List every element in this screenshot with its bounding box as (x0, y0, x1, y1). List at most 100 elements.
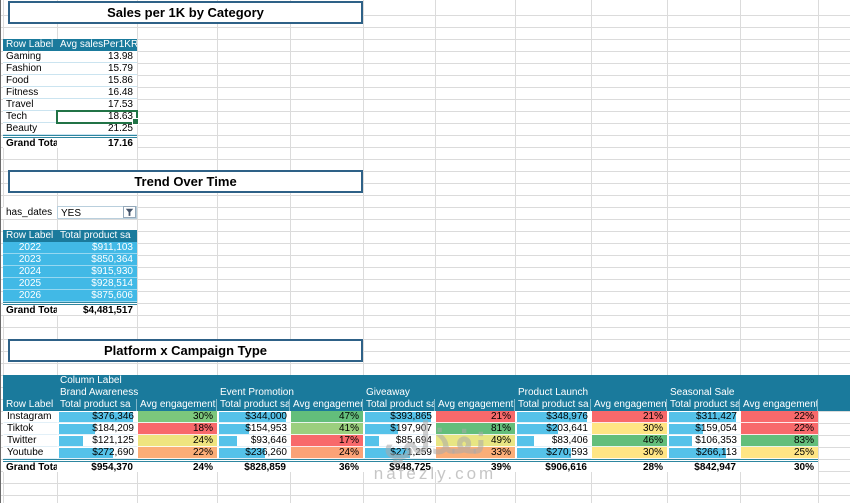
t3-grand-total-label[interactable]: Grand Total (3, 459, 57, 472)
t3-avg-cell[interactable]: 41% (290, 423, 363, 435)
t1-row-label[interactable]: Tech (3, 111, 57, 123)
t3-grand-total-value[interactable]: $954,370 (57, 459, 137, 472)
t3-total-cell[interactable]: $271,259 (363, 447, 435, 459)
t2-grand-total-label[interactable]: Grand Total (3, 302, 57, 315)
t3-grand-total-value[interactable]: $906,616 (515, 459, 591, 472)
t3-grand-total-value[interactable]: $828,859 (217, 459, 290, 472)
t3-total-cell[interactable]: $83,406 (515, 435, 591, 447)
t3-total-cell[interactable]: $270,593 (515, 447, 591, 459)
t1-row-label[interactable]: Fashion (3, 63, 57, 75)
t3-avg-header[interactable]: Avg engagement ra (740, 399, 818, 411)
t2-year-value[interactable]: $850,364 (57, 254, 137, 266)
t3-avg-cell[interactable]: 47% (290, 411, 363, 423)
t3-total-cell[interactable]: $236,260 (217, 447, 290, 459)
t3-grand-total-value[interactable]: $948,725 (363, 459, 435, 472)
t3-total-cell[interactable]: $121,125 (57, 435, 137, 447)
t2-year-cell[interactable]: 2022 (3, 242, 57, 254)
t1-row-label[interactable]: Food (3, 75, 57, 87)
t3-avg-cell[interactable]: 21% (435, 411, 515, 423)
t3-total-cell[interactable]: $393,865 (363, 411, 435, 423)
selected-cell-outline[interactable] (56, 110, 139, 125)
t3-total-cell[interactable]: $93,646 (217, 435, 290, 447)
t3-avg-cell[interactable]: 81% (435, 423, 515, 435)
t3-platform-label[interactable]: Instagram (3, 411, 57, 423)
t2-year-value[interactable]: $911,103 (57, 242, 137, 254)
t3-total-cell[interactable]: $344,000 (217, 411, 290, 423)
t1-row-label[interactable]: Travel (3, 99, 57, 111)
t3-avg-cell[interactable]: 24% (290, 447, 363, 459)
filter-funnel-button[interactable] (123, 206, 136, 218)
t3-total-cell[interactable]: $197,907 (363, 423, 435, 435)
t1-row-label[interactable]: Beauty (3, 123, 57, 135)
t3-grand-total-avg[interactable]: 36% (290, 459, 363, 472)
t3-row-label-header[interactable]: Row Label▼ (6, 399, 54, 410)
t3-total-header[interactable]: Total product sa (57, 399, 137, 411)
t3-avg-cell[interactable]: 24% (137, 435, 217, 447)
t3-avg-header[interactable]: Avg engagement r. (435, 399, 515, 411)
t1-grand-total-label[interactable]: Grand Total (3, 135, 57, 148)
t3-total-header[interactable]: Total product sa (217, 399, 290, 411)
t1-row-label-header[interactable]: Row Label▼ (3, 39, 57, 51)
t3-total-cell[interactable]: $272,690 (57, 447, 137, 459)
t3-total-cell[interactable]: $184,209 (57, 423, 137, 435)
t1-row-value[interactable]: 15.79 (57, 63, 137, 75)
t3-total-cell[interactable]: $311,427 (667, 411, 740, 423)
t3-total-cell[interactable]: $203,641 (515, 423, 591, 435)
t2-value-header[interactable]: Total product sa (57, 230, 137, 242)
t3-column-label-header[interactable]: Column Label▼ (60, 375, 122, 386)
t3-grand-total-avg[interactable]: 39% (435, 459, 515, 472)
t1-row-value[interactable]: 21.25 (57, 123, 137, 135)
t3-total-cell[interactable]: $106,353 (667, 435, 740, 447)
t3-total-cell[interactable]: $154,953 (217, 423, 290, 435)
t3-avg-cell[interactable]: 17% (290, 435, 363, 447)
t2-grand-total-value[interactable]: $4,481,517 (57, 302, 137, 315)
t3-avg-cell[interactable]: 83% (740, 435, 818, 447)
t3-grand-total-value[interactable]: $842,947 (667, 459, 740, 472)
t3-avg-cell[interactable]: 46% (591, 435, 667, 447)
t1-row-value[interactable]: 13.98 (57, 51, 137, 63)
t3-total-cell[interactable]: $159,054 (667, 423, 740, 435)
t1-value-header[interactable]: Avg salesPer1KR (57, 39, 137, 51)
t3-avg-cell[interactable]: 33% (435, 447, 515, 459)
t2-year-cell[interactable]: 2024 (3, 266, 57, 278)
t3-avg-cell[interactable]: 25% (740, 447, 818, 459)
t3-total-header[interactable]: Total product sa (667, 399, 740, 411)
t3-grand-total-avg[interactable]: 24% (137, 459, 217, 472)
t3-grand-total-avg[interactable]: 30% (740, 459, 818, 472)
t3-total-header[interactable]: Total product sa (363, 399, 435, 411)
t3-platform-label[interactable]: Youtube (3, 447, 57, 459)
t1-grand-total-value[interactable]: 17.16 (57, 135, 137, 148)
t3-avg-cell[interactable]: 18% (137, 423, 217, 435)
filter-value-cell[interactable]: YES (57, 206, 137, 219)
t3-avg-cell[interactable]: 22% (137, 447, 217, 459)
t3-platform-label[interactable]: Twitter (3, 435, 57, 447)
t3-total-cell[interactable]: $266,113 (667, 447, 740, 459)
t2-year-value[interactable]: $915,930 (57, 266, 137, 278)
t2-year-value[interactable]: $875,606 (57, 290, 137, 302)
t2-year-cell[interactable]: 2025 (3, 278, 57, 290)
t2-year-cell[interactable]: 2026 (3, 290, 57, 302)
t3-avg-cell[interactable]: 30% (591, 447, 667, 459)
t2-year-value[interactable]: $928,514 (57, 278, 137, 290)
t1-row-label[interactable]: Gaming (3, 51, 57, 63)
t3-avg-cell[interactable]: 22% (740, 423, 818, 435)
t3-total-cell[interactable]: $85,694 (363, 435, 435, 447)
t1-row-value[interactable]: 15.86 (57, 75, 137, 87)
t1-row-value[interactable]: 16.48 (57, 87, 137, 99)
t3-avg-cell[interactable]: 21% (591, 411, 667, 423)
t3-avg-header[interactable]: Avg engagement r. (137, 399, 217, 411)
t3-platform-label[interactable]: Tiktok (3, 423, 57, 435)
t2-row-label-header[interactable]: Row Label▼ (3, 230, 57, 242)
t3-total-cell[interactable]: $376,346 (57, 411, 137, 423)
t3-avg-cell[interactable]: 30% (591, 423, 667, 435)
t3-avg-header[interactable]: Avg engagement r. (591, 399, 667, 411)
t3-total-cell[interactable]: $348,976 (515, 411, 591, 423)
t3-avg-cell[interactable]: 30% (137, 411, 217, 423)
t3-total-header[interactable]: Total product sa (515, 399, 591, 411)
fill-handle[interactable] (132, 118, 139, 125)
t2-year-cell[interactable]: 2023 (3, 254, 57, 266)
t1-row-label[interactable]: Fitness (3, 87, 57, 99)
t3-avg-header[interactable]: Avg engagement r. (290, 399, 363, 411)
t3-avg-cell[interactable]: 49% (435, 435, 515, 447)
t3-grand-total-avg[interactable]: 28% (591, 459, 667, 472)
